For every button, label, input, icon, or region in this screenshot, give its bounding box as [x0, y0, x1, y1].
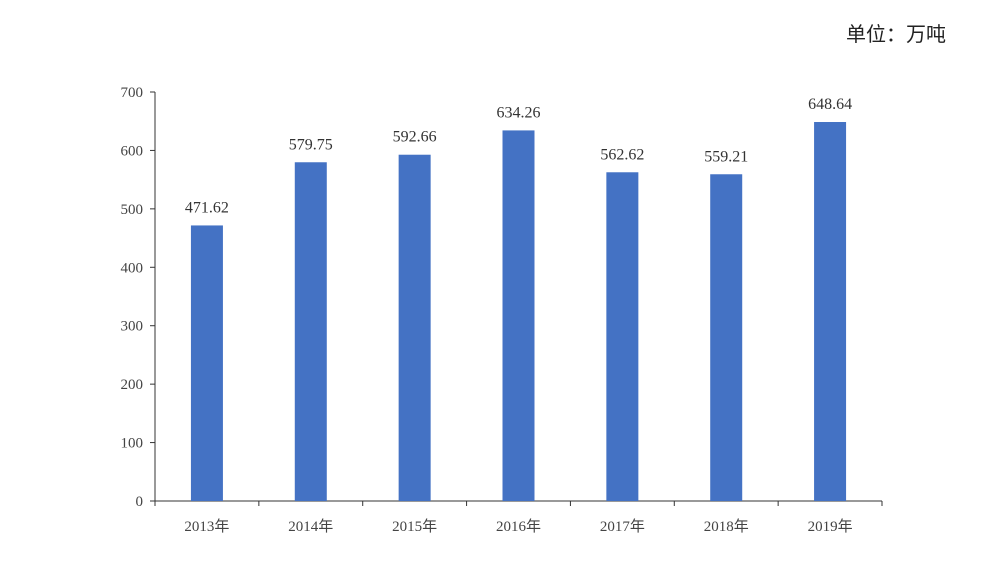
x-tick-label: 2014年	[288, 518, 333, 535]
bar	[294, 162, 327, 501]
y-axis: 0 100 200 300 400 500 600 700	[121, 85, 156, 510]
y-tick-label: 0	[136, 494, 144, 510]
data-label: 559.21	[704, 148, 748, 165]
data-label: 579.75	[289, 136, 333, 153]
x-axis: 2013年 2014年 2015年 2016年 2017年 2018年 2019年	[154, 500, 883, 535]
y-tick-label: 500	[121, 202, 144, 218]
data-label: 648.64	[808, 96, 852, 113]
x-tick-label: 2019年	[808, 518, 853, 535]
bar	[814, 122, 847, 501]
data-label: 592.66	[393, 129, 437, 146]
x-tick-label: 2017年	[600, 518, 645, 535]
bars	[190, 122, 847, 501]
y-tick-label: 400	[121, 260, 144, 276]
data-label: 562.62	[600, 146, 644, 163]
y-tick-label: 100	[121, 436, 144, 452]
bar	[502, 130, 535, 501]
y-tick-label: 600	[121, 143, 144, 159]
bar	[606, 172, 639, 501]
data-labels: 471.62 579.75 592.66 634.26 562.62 559.21 648.…	[185, 96, 852, 216]
data-label: 471.62	[185, 199, 229, 216]
y-tick-label: 700	[121, 85, 144, 101]
x-tick-label: 2016年	[496, 518, 541, 535]
bar	[190, 225, 223, 501]
x-tick-label: 2015年	[392, 518, 437, 535]
x-tick-label: 2018年	[704, 518, 749, 535]
x-tick-label: 2013年	[184, 518, 229, 535]
unit-label: 单位：万吨	[846, 22, 946, 46]
bar	[710, 174, 743, 501]
y-tick-label: 300	[121, 319, 144, 335]
data-label: 634.26	[497, 104, 541, 121]
bar	[398, 154, 431, 501]
y-tick-label: 200	[121, 377, 144, 393]
